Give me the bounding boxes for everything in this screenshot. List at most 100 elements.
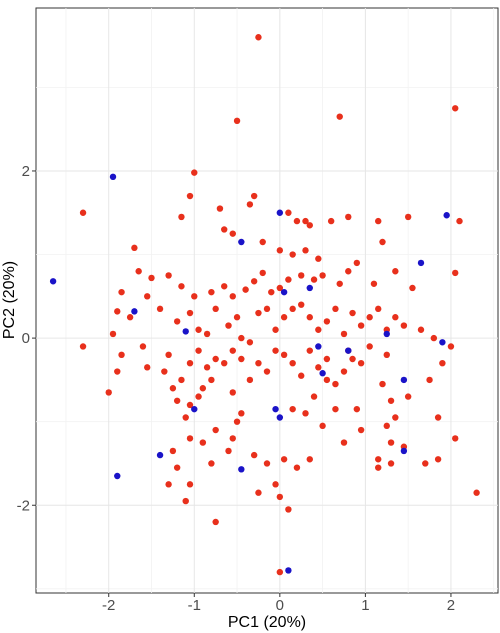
data-point (375, 305, 382, 313)
data-point (246, 376, 254, 384)
data-point (272, 481, 279, 488)
data-point (195, 347, 202, 354)
data-point (276, 493, 284, 501)
data-point (340, 330, 348, 338)
data-point (289, 251, 296, 258)
data-point (191, 169, 198, 176)
data-point (118, 288, 125, 296)
data-point (310, 276, 318, 283)
data-point (302, 217, 309, 225)
data-point (426, 376, 433, 384)
data-point (156, 451, 164, 459)
data-point (238, 355, 245, 363)
data-point (144, 293, 151, 300)
data-point (238, 466, 245, 473)
data-point (186, 309, 194, 317)
data-point (109, 330, 117, 338)
data-points (49, 34, 480, 576)
data-point (156, 305, 164, 313)
data-point (199, 439, 207, 446)
data-point (357, 426, 365, 434)
data-point (276, 209, 284, 216)
data-point (289, 305, 296, 313)
data-point (306, 347, 313, 354)
data-point (131, 244, 138, 252)
data-point (327, 217, 335, 225)
data-point (233, 418, 241, 425)
y-tick-label: 0 (22, 330, 30, 347)
data-point (178, 376, 185, 384)
data-point (79, 209, 87, 216)
data-point (255, 309, 262, 317)
data-point (272, 347, 279, 354)
data-point (212, 355, 219, 363)
data-point (79, 343, 87, 350)
data-point (417, 326, 425, 333)
data-point (392, 314, 399, 321)
data-point (404, 393, 412, 400)
data-point (259, 269, 266, 277)
data-point (169, 385, 177, 392)
data-point (118, 351, 125, 359)
data-point (148, 274, 155, 282)
data-point (345, 213, 352, 221)
data-point (272, 326, 279, 333)
data-point (332, 380, 339, 388)
data-point (49, 278, 57, 285)
data-point (186, 401, 194, 409)
data-point (400, 376, 408, 384)
data-point (332, 405, 339, 413)
data-point (452, 435, 459, 442)
data-point (182, 414, 189, 421)
data-point (139, 343, 147, 350)
data-point (392, 268, 399, 275)
x-tick-label: 1 (361, 597, 369, 614)
data-point (238, 238, 245, 246)
data-point (443, 212, 450, 219)
data-point (225, 322, 232, 329)
data-point (306, 456, 313, 463)
data-point (417, 259, 425, 267)
data-point (315, 364, 322, 371)
data-point (250, 278, 258, 285)
data-point (357, 322, 365, 329)
data-point (182, 497, 189, 505)
data-point (173, 397, 181, 404)
data-point (126, 314, 134, 321)
data-point (375, 456, 382, 463)
data-point (345, 268, 352, 275)
data-point (345, 347, 352, 354)
data-point (357, 359, 365, 367)
data-point (298, 372, 305, 379)
data-point (221, 283, 228, 290)
data-point (400, 322, 408, 329)
x-tick-label: -2 (102, 597, 115, 614)
data-point (404, 213, 412, 221)
data-point (263, 460, 271, 467)
data-point (473, 489, 480, 496)
data-point (276, 247, 284, 254)
grid-lines (36, 8, 498, 593)
data-point (383, 351, 390, 359)
data-point (268, 288, 275, 296)
data-point (285, 209, 292, 216)
data-point (319, 370, 326, 377)
data-point (109, 173, 117, 181)
data-point (302, 410, 309, 417)
data-point (255, 359, 262, 367)
data-point (285, 506, 292, 513)
data-point (332, 305, 339, 313)
data-point (114, 308, 121, 315)
data-point (203, 364, 211, 371)
data-point (289, 405, 296, 413)
data-point (165, 272, 172, 279)
data-point (233, 117, 241, 125)
data-point (349, 309, 356, 317)
data-point (135, 268, 142, 275)
data-point (161, 368, 168, 375)
data-point (310, 393, 318, 400)
data-point (255, 34, 262, 41)
data-point (276, 414, 284, 421)
data-point (246, 201, 254, 208)
